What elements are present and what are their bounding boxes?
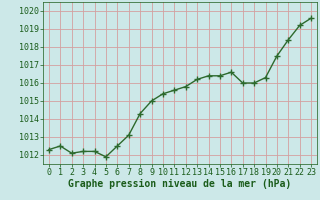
X-axis label: Graphe pression niveau de la mer (hPa): Graphe pression niveau de la mer (hPa) xyxy=(68,179,292,189)
